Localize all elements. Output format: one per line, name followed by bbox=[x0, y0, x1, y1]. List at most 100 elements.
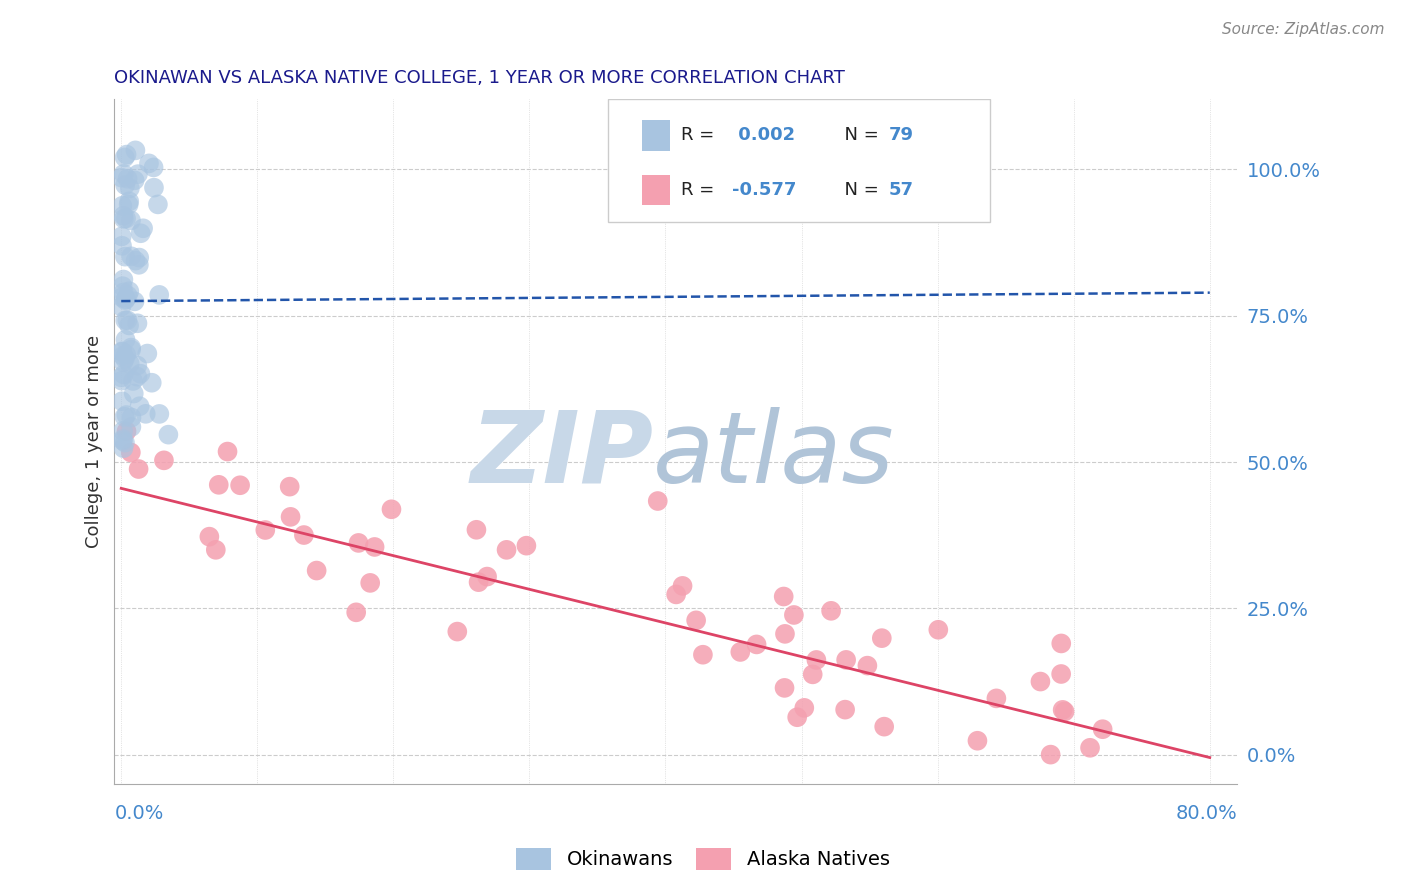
Point bbox=[112, 272, 135, 286]
Point bbox=[229, 478, 252, 492]
Point bbox=[118, 285, 141, 299]
Point bbox=[786, 710, 808, 724]
Point bbox=[132, 221, 155, 235]
Point bbox=[118, 197, 141, 211]
Point bbox=[120, 213, 142, 227]
Point bbox=[148, 407, 170, 421]
Point bbox=[135, 407, 157, 421]
Point bbox=[128, 462, 150, 476]
Point bbox=[198, 530, 221, 544]
Point bbox=[292, 528, 315, 542]
Text: N =: N = bbox=[832, 126, 884, 144]
FancyBboxPatch shape bbox=[643, 175, 671, 205]
Point bbox=[380, 502, 402, 516]
Point bbox=[120, 249, 142, 263]
Point bbox=[1039, 747, 1062, 762]
Point bbox=[146, 197, 169, 211]
Point bbox=[112, 285, 135, 300]
Point bbox=[475, 569, 498, 583]
Point bbox=[141, 376, 163, 390]
Point bbox=[115, 211, 138, 226]
Point bbox=[124, 294, 146, 309]
Point bbox=[446, 624, 468, 639]
Point bbox=[112, 368, 135, 382]
Point bbox=[465, 523, 488, 537]
Point bbox=[1052, 703, 1074, 717]
Point bbox=[966, 733, 988, 747]
Point bbox=[122, 374, 145, 388]
Point bbox=[773, 627, 796, 641]
Point bbox=[305, 564, 328, 578]
Point bbox=[111, 432, 134, 446]
Point bbox=[111, 434, 134, 448]
Text: Source: ZipAtlas.com: Source: ZipAtlas.com bbox=[1222, 22, 1385, 37]
Point bbox=[122, 386, 145, 401]
Point bbox=[772, 590, 794, 604]
Point bbox=[806, 653, 828, 667]
Point bbox=[347, 536, 370, 550]
Point bbox=[114, 333, 136, 347]
Point bbox=[1078, 740, 1101, 755]
Point bbox=[820, 604, 842, 618]
Point bbox=[217, 444, 239, 458]
Point bbox=[467, 575, 489, 590]
Point bbox=[1053, 705, 1076, 719]
Text: atlas: atlas bbox=[654, 407, 894, 504]
Point bbox=[124, 253, 146, 268]
Point bbox=[118, 181, 141, 195]
Point bbox=[112, 355, 135, 369]
Point bbox=[128, 258, 150, 272]
Point bbox=[208, 478, 231, 492]
Text: N =: N = bbox=[832, 180, 884, 199]
Point bbox=[118, 318, 141, 333]
Point bbox=[870, 631, 893, 645]
Point bbox=[112, 209, 135, 223]
Point bbox=[685, 613, 707, 627]
Point bbox=[129, 367, 152, 381]
Point bbox=[111, 394, 134, 409]
Point bbox=[157, 427, 180, 442]
Text: 79: 79 bbox=[889, 126, 914, 144]
Text: 57: 57 bbox=[889, 180, 914, 199]
Point bbox=[128, 251, 150, 265]
Point bbox=[114, 409, 136, 424]
Point bbox=[120, 445, 142, 459]
Point bbox=[111, 374, 134, 388]
Point bbox=[121, 410, 143, 425]
Point bbox=[112, 211, 135, 226]
Point bbox=[110, 300, 132, 314]
Point bbox=[111, 199, 134, 213]
Point bbox=[114, 178, 136, 193]
Point bbox=[730, 645, 752, 659]
Y-axis label: College, 1 year or more: College, 1 year or more bbox=[86, 335, 103, 548]
Point bbox=[793, 701, 815, 715]
Point bbox=[363, 540, 385, 554]
Point bbox=[114, 435, 136, 450]
Point bbox=[117, 288, 139, 302]
Point bbox=[254, 523, 277, 537]
Point bbox=[114, 293, 136, 307]
Point bbox=[114, 250, 136, 264]
Point bbox=[118, 357, 141, 371]
Point bbox=[111, 345, 134, 359]
Point bbox=[873, 720, 896, 734]
Point bbox=[114, 313, 136, 327]
Point bbox=[153, 453, 176, 467]
Point bbox=[515, 539, 537, 553]
FancyBboxPatch shape bbox=[643, 120, 671, 151]
Point bbox=[115, 292, 138, 306]
Text: R =: R = bbox=[682, 126, 720, 144]
Point bbox=[665, 587, 688, 601]
Point bbox=[280, 509, 302, 524]
Text: R =: R = bbox=[682, 180, 720, 199]
Point bbox=[671, 579, 693, 593]
Point bbox=[117, 313, 139, 327]
Point bbox=[115, 408, 138, 422]
Point bbox=[111, 239, 134, 253]
Point bbox=[927, 623, 949, 637]
Point bbox=[127, 359, 149, 373]
Point bbox=[118, 194, 141, 209]
Point bbox=[278, 480, 301, 494]
Point bbox=[136, 346, 159, 360]
Point bbox=[117, 171, 139, 186]
